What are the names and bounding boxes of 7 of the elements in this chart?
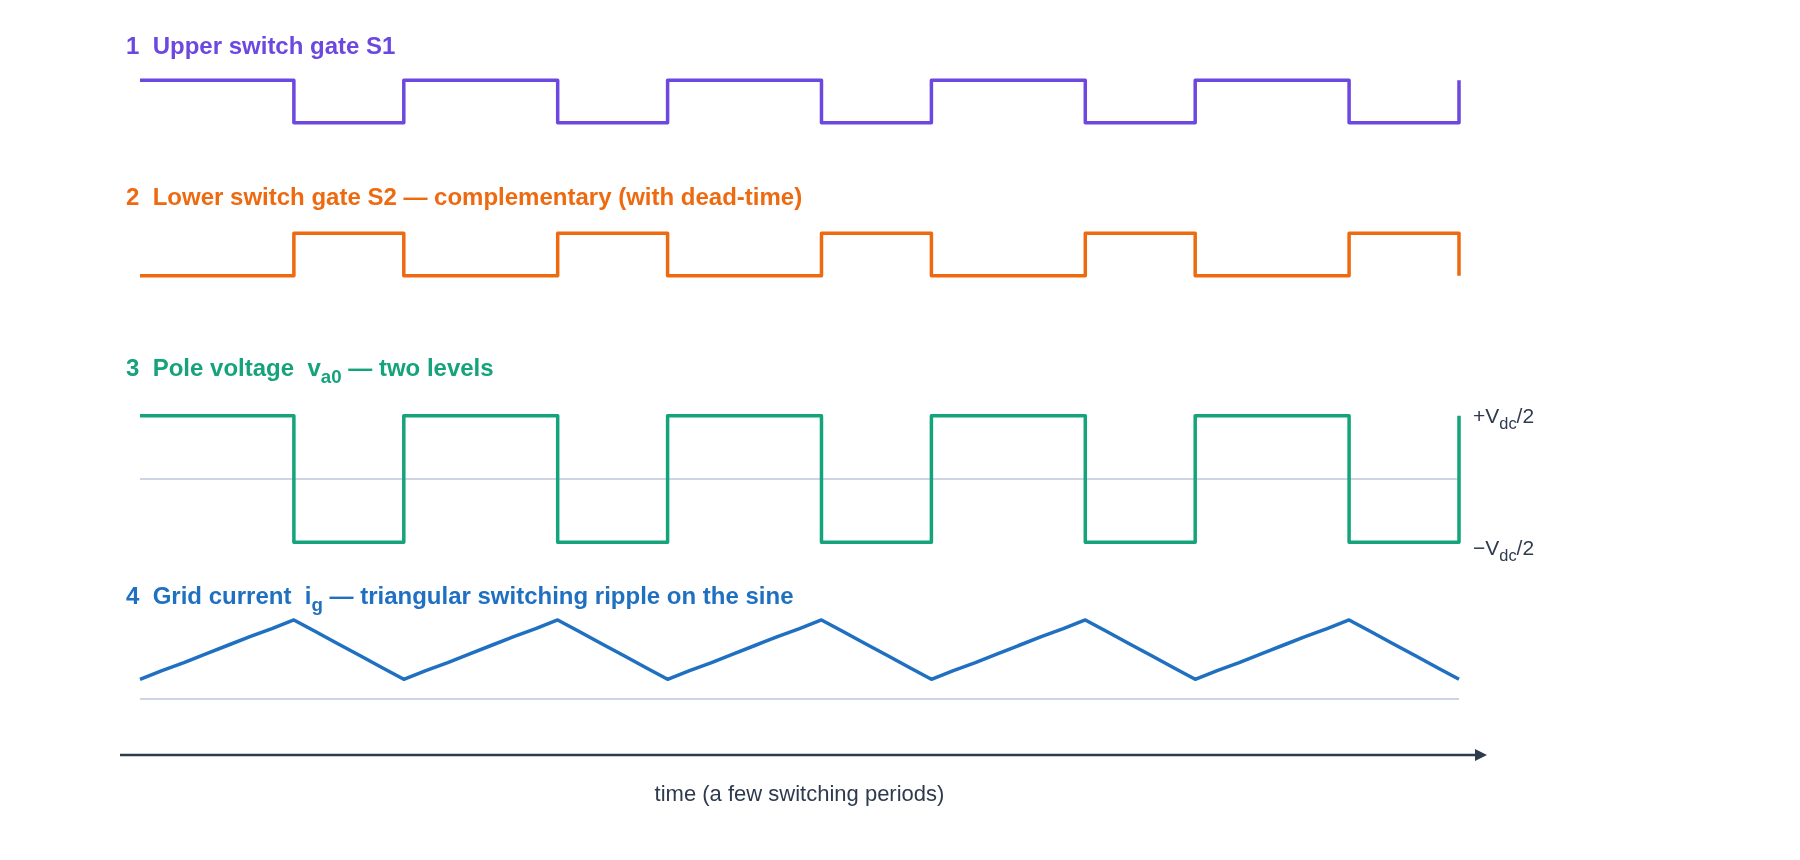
chart-title: 4 Grid current i$_{g}$ — triangular switching ripple on the sine (126, 582, 794, 615)
text: −V$_{dc}$/2 (1473, 536, 1535, 565)
chart-title: 2 Lower switch gate S2 — complementary (with dead-time) (126, 183, 803, 211)
chart-title: 3 Pole voltage v$_{a0}$ — two levels (126, 354, 494, 387)
text: +V$_{dc}$/2 (1473, 403, 1535, 432)
chart-title: 1 Upper switch gate S1 (126, 32, 396, 60)
x-axis-title: time (a few switching periods) (654, 781, 945, 807)
